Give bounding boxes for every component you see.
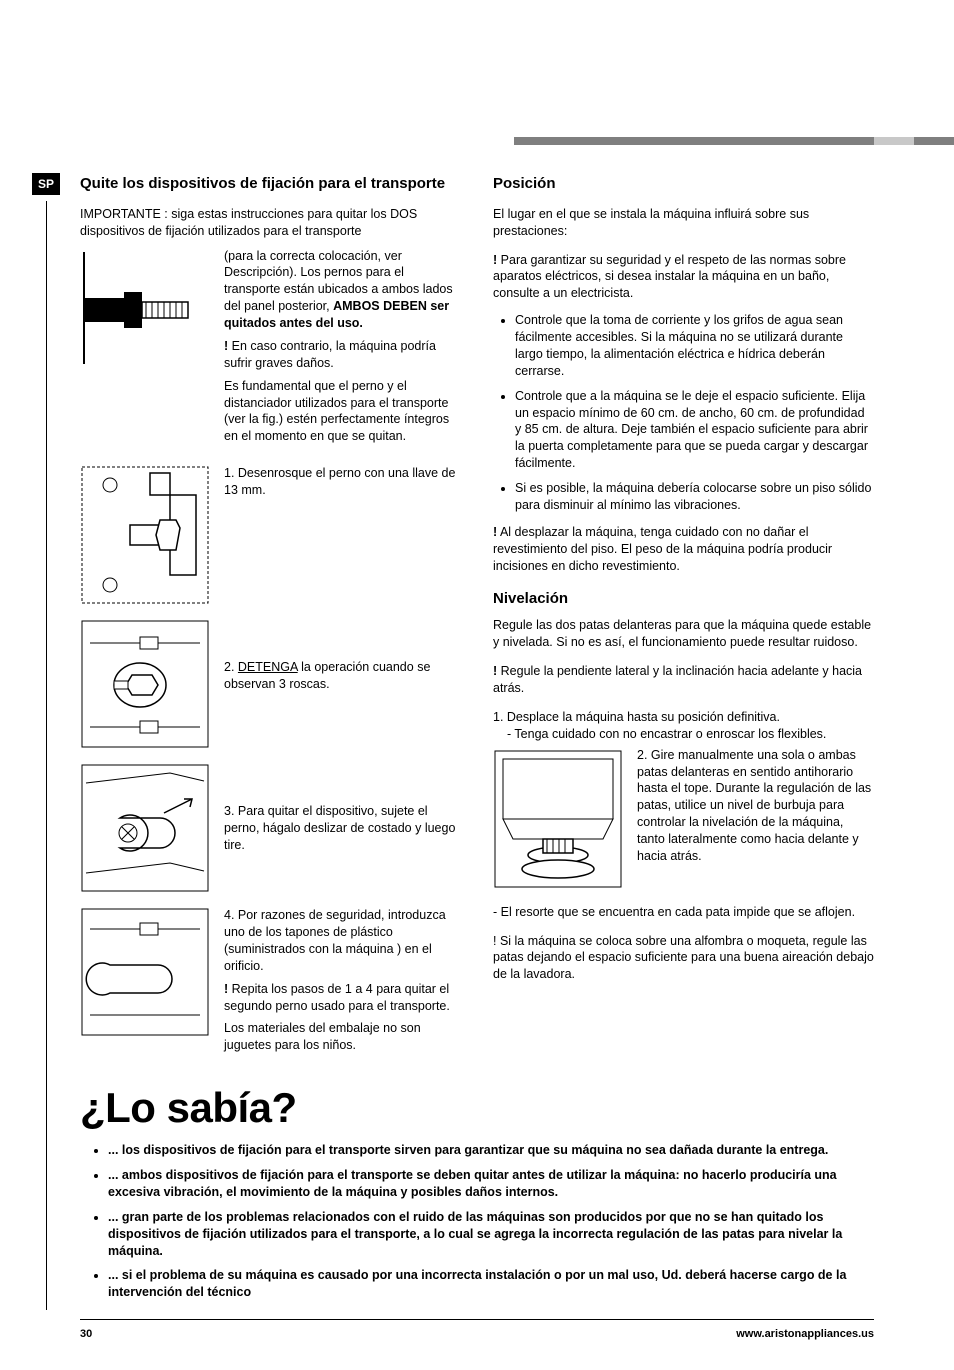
figure-wrench-icon <box>80 465 210 605</box>
did-you-know-item: ... los dispositivos de fijación para el… <box>108 1142 874 1159</box>
page-footer: 30 www.aristonappliances.us <box>80 1319 874 1340</box>
figure-slide-icon <box>80 763 210 893</box>
did-you-know-item: ... si el problema de su máquina es caus… <box>108 1267 874 1301</box>
page-number: 30 <box>80 1328 92 1340</box>
left-column: Quite los dispositivos de fijación para … <box>80 175 461 1074</box>
niv-s3: - El resorte que se encuentra en cada pa… <box>493 904 874 921</box>
figure-leveling-foot-icon <box>493 749 623 894</box>
step2-text: 2. DETENGA la operación cuando se observ… <box>224 659 461 693</box>
step4-c: Los materiales del embalaje no son jugue… <box>224 1020 461 1054</box>
did-you-know-item: ... ambos dispositivos de fijación para … <box>108 1167 874 1201</box>
figure-plug-icon <box>80 907 210 1037</box>
header-stripe <box>514 137 954 145</box>
header-stripe-segment <box>874 137 914 145</box>
step3-text: 3. Para quitar el dispositivo, sujete el… <box>224 803 461 854</box>
header-stripe-segment <box>514 137 874 145</box>
header-stripe-segment <box>914 137 954 145</box>
section-title-transit: Quite los dispositivos de fijación para … <box>80 175 461 194</box>
did-you-know-list: ... los dispositivos de fijación para el… <box>80 1142 874 1301</box>
pos-bullet-item: Controle que a la máquina se le deje el … <box>515 388 874 472</box>
pos-bullet-item: Controle que la toma de corriente y los … <box>515 312 874 380</box>
step2-pre: 2. <box>224 660 238 674</box>
figure-bolt-icon <box>80 248 210 368</box>
pos-bullet-item: Si es posible, la máquina debería coloca… <box>515 480 874 514</box>
pos-warn: ! Para garantizar su seguridad y el resp… <box>493 252 874 303</box>
side-rule <box>46 201 47 1310</box>
niv-s1: 1. Desplace la máquina hasta su posición… <box>493 709 874 726</box>
step4-b: ! Repita los pasos de 1 a 4 para quitar … <box>224 981 461 1015</box>
para1: (para la correcta colocación, ver Descri… <box>224 248 461 332</box>
language-tab: SP <box>32 173 60 195</box>
right-column: Posición El lugar en el que se instala l… <box>493 175 874 1074</box>
pos-p1: El lugar en el que se instala la máquina… <box>493 206 874 240</box>
intro-text: IMPORTANTE : siga estas instrucciones pa… <box>80 206 461 240</box>
niv-s1a: - Tenga cuidado con no encastrar o enros… <box>493 726 874 743</box>
niv-warn2: ! Si la máquina se coloca sobre una alfo… <box>493 933 874 984</box>
section-title-nivelacion: Nivelación <box>493 590 874 607</box>
section-title-posicion: Posición <box>493 175 874 194</box>
step4-a: 4. Por razones de seguridad, introduzca … <box>224 907 461 975</box>
para1-b: Es fundamental que el perno y el distanc… <box>224 378 461 446</box>
pos-warn2: ! Al desplazar la máquina, tenga cuidado… <box>493 524 874 575</box>
niv-warn: ! Regule la pendiente lateral y la incli… <box>493 663 874 697</box>
header-bar <box>0 0 954 145</box>
step2-underline: DETENGA <box>238 660 298 674</box>
figure-threads-icon <box>80 619 210 749</box>
did-you-know-title: ¿Lo sabía? <box>80 1084 874 1132</box>
niv-p1: Regule las dos patas delanteras para que… <box>493 617 874 651</box>
footer-url: www.aristonappliances.us <box>736 1328 874 1340</box>
did-you-know-item: ... gran parte de los problemas relacion… <box>108 1209 874 1260</box>
para1-warn: ! ! En caso contrario, la máquina podría… <box>224 338 461 372</box>
pos-bullet-list: Controle que la toma de corriente y los … <box>493 312 874 514</box>
step1-text: 1. Desenrosque el perno con una llave de… <box>224 465 461 499</box>
